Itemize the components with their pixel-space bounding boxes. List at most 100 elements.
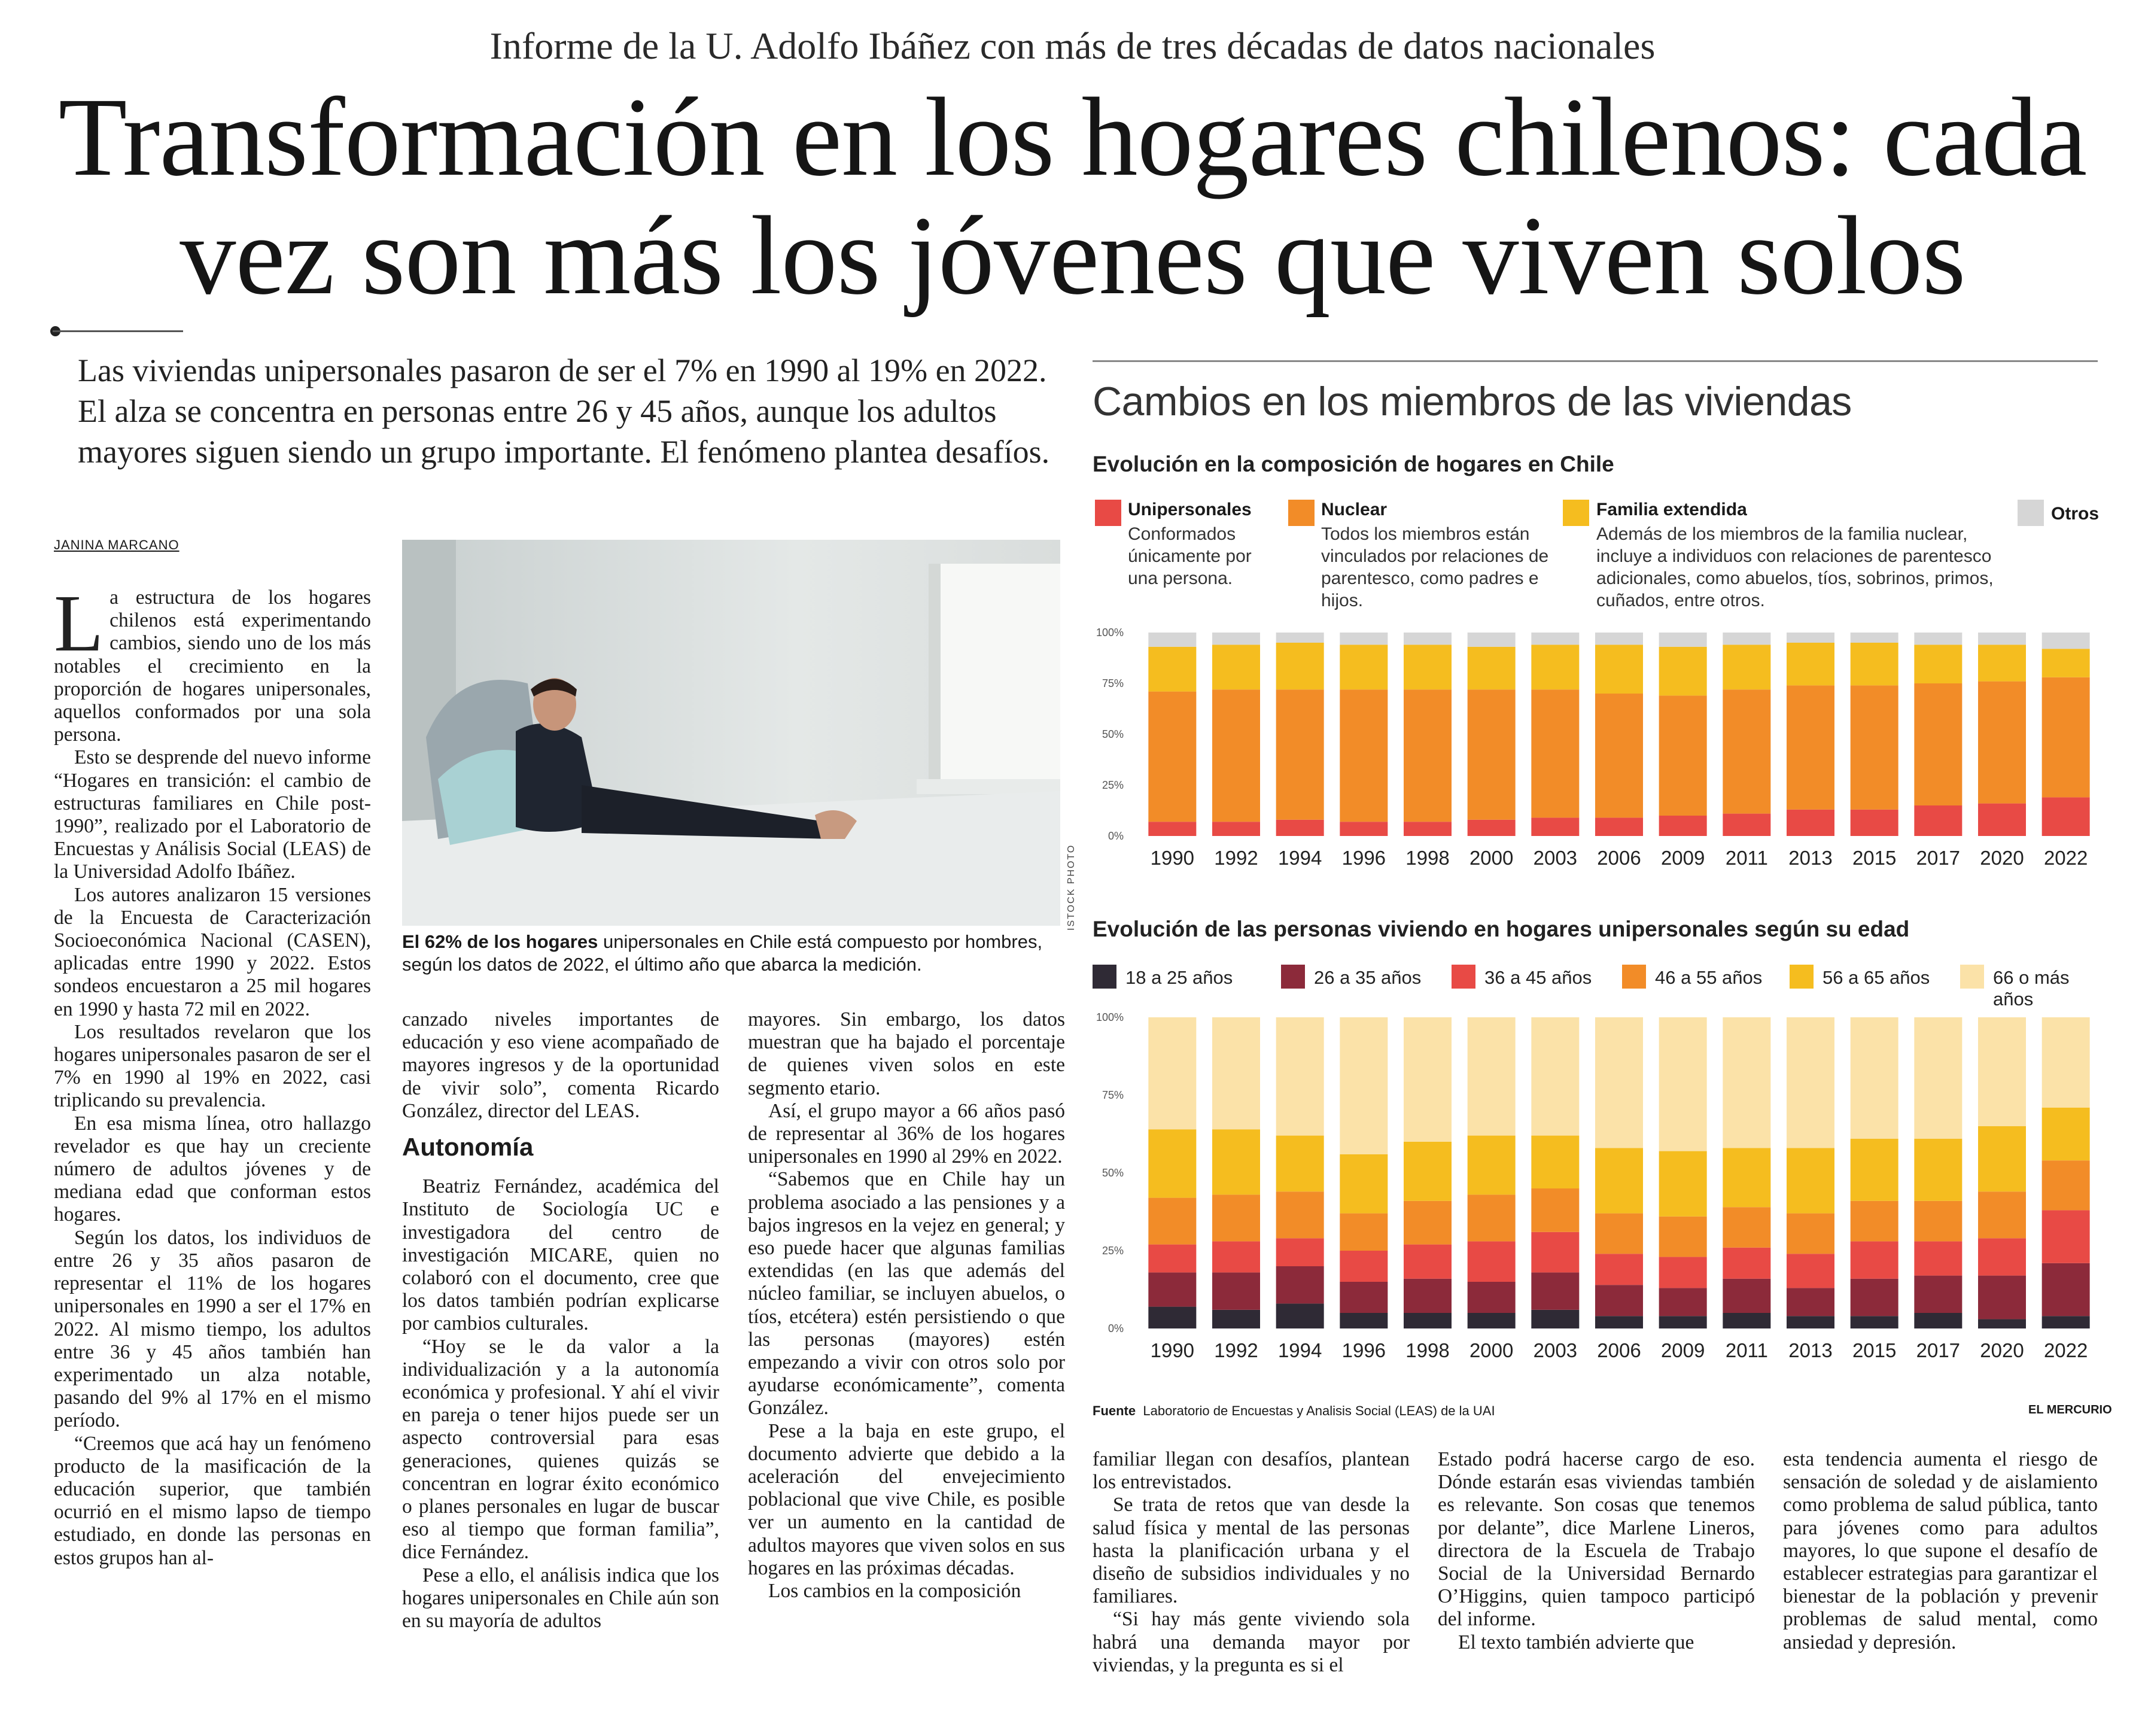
- legend-swatch-unipersonales: [1095, 500, 1121, 526]
- chart2-bar-segment: [1595, 1285, 1643, 1317]
- paragraph: El texto también advierte que: [1458, 1631, 1694, 1653]
- chart2-bar-segment: [1595, 1017, 1643, 1148]
- article-column-6: esta tendencia aumenta el riesgo de sens…: [1783, 1448, 2098, 1654]
- chart1-x-tick-label: 2006: [1597, 847, 1641, 869]
- paragraph: “Sabemos que en Chile hay un problema as…: [748, 1168, 1065, 1419]
- chart2-x-tick-label: 2022: [2044, 1339, 2088, 1361]
- chart1-x-tick-label: 1992: [1214, 847, 1258, 869]
- kicker: Informe de la U. Adolfo Ibáñez con más d…: [489, 25, 1656, 67]
- chart1-bar-segment: [1659, 646, 1707, 696]
- source-label: Fuente: [1093, 1403, 1136, 1418]
- chart1-bar-segment: [1595, 633, 1643, 645]
- paragraph: “Creemos que acá hay un fenómeno product…: [54, 1432, 371, 1569]
- chart1-bar-segment: [1850, 633, 1898, 643]
- legend-swatch: [1452, 965, 1475, 989]
- chart1-bar-segment: [1787, 685, 1834, 810]
- person: [516, 723, 600, 832]
- chart2-x-tick-label: 2013: [1788, 1339, 1832, 1361]
- chart2-bar-segment: [1276, 1238, 1324, 1266]
- chart1-bar-segment: [2041, 649, 2090, 677]
- chart2-bar-segment: [1850, 1278, 1898, 1317]
- chart1-bar-segment: [1340, 644, 1388, 690]
- caption-lead: El 62% de los hogares: [402, 931, 598, 952]
- chart2-bar-segment: [1531, 1272, 1580, 1310]
- chart2-bar-segment: [1595, 1316, 1643, 1328]
- chart1-bar-segment: [1531, 689, 1580, 818]
- chart2-x-tick-label: 1998: [1405, 1339, 1449, 1361]
- chart2-x-tick-label: 1994: [1278, 1339, 1322, 1361]
- paragraph: mayores. Sin embargo, los datos muestran…: [748, 1008, 1065, 1099]
- legend-swatch: [1093, 965, 1116, 989]
- article-column-3: mayores. Sin embargo, los datos muestran…: [748, 1008, 1065, 1603]
- chart1-bar-segment: [2041, 797, 2090, 836]
- article-column-4: familiar llegan con desafíos, plantean l…: [1093, 1448, 1410, 1677]
- chart2-bar-segment: [1659, 1257, 1707, 1288]
- legend-label: 56 a 65 años: [1823, 967, 1930, 988]
- chart2-bar-segment: [1212, 1309, 1260, 1328]
- photo-caption: El 62% de los hogares unipersonales en C…: [402, 931, 1069, 976]
- paragraph: Pese a la baja en este grupo, el documen…: [748, 1419, 1065, 1579]
- chart2-bar-segment: [2041, 1107, 2090, 1161]
- chart1-bar-segment: [1787, 643, 1834, 686]
- chart1-x-tick-label: 1990: [1151, 847, 1194, 869]
- paragraph: Se trata de retos que van desde la salud…: [1093, 1494, 1410, 1608]
- paragraph: En esa misma línea, otro hallazgo revela…: [54, 1112, 371, 1226]
- chart2-bar-segment: [1595, 1148, 1643, 1214]
- chart1-y-tick-label: 100%: [1096, 627, 1124, 639]
- chart2-bar-segment: [1212, 1241, 1260, 1273]
- source-line: Fuente Laboratorio de Encuestas y Analis…: [1093, 1403, 1495, 1419]
- chart2-bar-segment: [1914, 1313, 1963, 1328]
- article-column-5: Estado podrá hacerse cargo de eso. Dónde…: [1438, 1448, 1755, 1654]
- chart1-bar-segment: [1787, 633, 1834, 643]
- chart2-bar-segment: [1531, 1309, 1580, 1328]
- chart1-bar-segment: [2041, 633, 2090, 649]
- chart1-x-tick-label: 2022: [2044, 847, 2088, 869]
- chart2-bar-segment: [1659, 1288, 1707, 1317]
- chart-1-title: Evolución en la composición de hogares e…: [1093, 452, 1614, 476]
- bullet-rule: [53, 330, 183, 332]
- legend-age-groups: 18 a 25 años 26 a 35 años 36 a 45 años 4…: [1093, 965, 2098, 1010]
- chart1-bar-segment: [1914, 633, 1963, 645]
- legend-label: 18 a 25 años: [1125, 967, 1233, 988]
- chart1-x-tick-label: 1996: [1342, 847, 1386, 869]
- drop-cap: L: [54, 579, 104, 668]
- chart2-bar-segment: [1148, 1244, 1197, 1273]
- chart2-bar-segment: [1723, 1207, 1771, 1248]
- chart2-bar-segment: [1404, 1200, 1452, 1245]
- chart2-bar-segment: [1276, 1191, 1324, 1239]
- chart1-bar-segment: [1850, 685, 1898, 810]
- chart2-y-tick-label: 0%: [1108, 1322, 1124, 1334]
- photo: [402, 540, 1060, 926]
- chart2-bar-segment: [1531, 1232, 1580, 1273]
- chart2-bar-segment: [1467, 1194, 1516, 1242]
- chart2-bar-segment: [1212, 1194, 1260, 1242]
- chart-household-composition: 0% 25% 50% 75% 100% 1990 1992 1994 1996 1998 2000 2…: [1096, 627, 2090, 869]
- chart2-y-tick-label: 50%: [1102, 1167, 1124, 1179]
- chart2-bar-segment: [2041, 1160, 2090, 1211]
- chart2-bar-segment: [1340, 1213, 1388, 1251]
- chart2-x-tick-label: 2015: [1852, 1339, 1896, 1361]
- chart2-bar-segment: [1723, 1247, 1771, 1279]
- chart2-x-tick-label: 2017: [1916, 1339, 1960, 1361]
- chart2-bar-segment: [1404, 1017, 1452, 1142]
- legend-desc: Todos los miembros están vinculados por …: [1321, 524, 1549, 610]
- legend-swatch: [1622, 965, 1646, 989]
- chart2-x-tick-label: 2003: [1534, 1339, 1577, 1361]
- chart-single-person-by-age: 0% 25% 50% 75% 100% 1990 1992 1994 1996 1998 2000 2…: [1096, 1011, 2090, 1361]
- chart2-bar-segment: [1850, 1241, 1898, 1279]
- legend-swatch: [1281, 965, 1305, 989]
- chart1-bar-segment: [1212, 689, 1260, 822]
- chart1-bar-segment: [1659, 695, 1707, 816]
- paragraph: Los cambios en la composición: [768, 1580, 1021, 1603]
- chart2-bar-segment: [1212, 1017, 1260, 1130]
- chart1-bar-segment: [1914, 644, 1963, 683]
- chart1-bar-segment: [1467, 633, 1516, 647]
- legend-desc: Además de los miembros de la familia nuc…: [1596, 524, 1994, 610]
- graphic-title: Cambios en los miembros de las viviendas: [1093, 379, 1852, 424]
- chart2-bar-segment: [2041, 1017, 2090, 1108]
- chart2-bar-segment: [1276, 1303, 1324, 1328]
- chart1-x-tick-label: 1998: [1405, 847, 1449, 869]
- chart1-x-tick-label: 2013: [1788, 847, 1832, 869]
